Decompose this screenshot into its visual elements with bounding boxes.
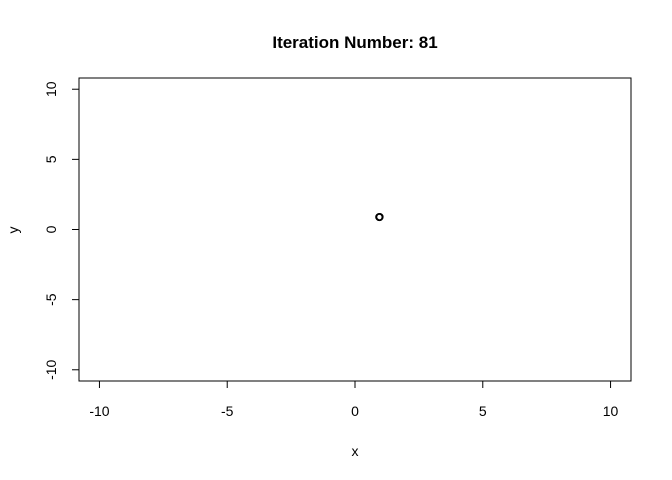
y-tick-label: 5 — [43, 155, 59, 163]
y-axis-label: y — [5, 227, 21, 234]
x-axis: -10 -5 0 5 10 — [89, 380, 619, 419]
plot-frame — [78, 77, 632, 382]
data-point — [375, 213, 383, 221]
y-tick-label: 0 — [43, 225, 59, 233]
x-tick-label: -5 — [221, 403, 234, 419]
x-tick-label: 10 — [603, 403, 619, 419]
x-tick-label: 0 — [351, 403, 359, 419]
x-tick-label: 5 — [479, 403, 487, 419]
data-points — [375, 213, 384, 222]
chart-title: Iteration Number: 81 — [272, 33, 437, 52]
y-tick-label: -10 — [43, 359, 59, 379]
x-axis-label: x — [352, 443, 359, 459]
y-axis: -10 -5 0 5 10 — [43, 81, 80, 380]
x-tick-label: -10 — [89, 403, 109, 419]
y-tick-label: 10 — [43, 81, 59, 97]
y-tick-label: -5 — [43, 293, 59, 306]
